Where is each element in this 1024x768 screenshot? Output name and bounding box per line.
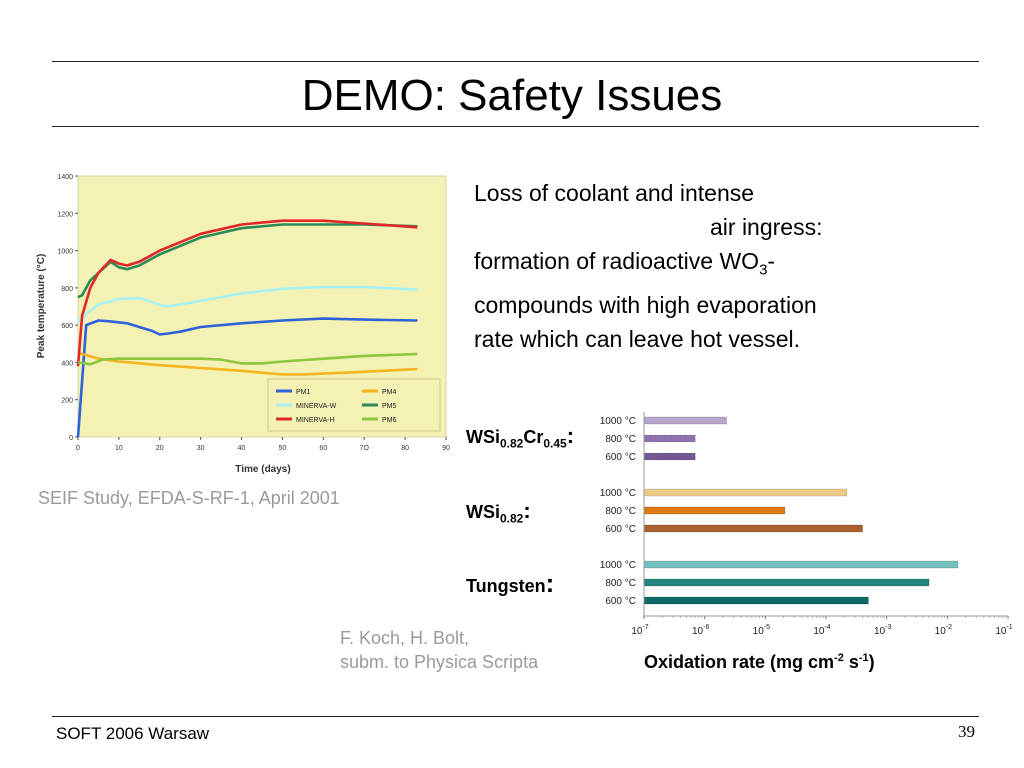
line-chart-xtick-label: 20: [156, 445, 164, 452]
line-chart-xtick-label: 50: [279, 445, 287, 452]
legend-label: PM5: [382, 403, 397, 410]
line-chart-xtick-label: 60: [319, 445, 327, 452]
bar-xlabel-sup1: -2: [834, 652, 844, 664]
bar-chart-xlabel: Oxidation rate (mg cm-2 s-1): [644, 652, 875, 673]
bar-category-label: 1000 °C: [600, 416, 636, 427]
description-text: Loss of coolant and intense air ingress:…: [474, 176, 914, 356]
line-chart-xtick-label: 30: [197, 445, 205, 452]
line-chart-xlabel: Time (days): [235, 464, 290, 475]
oxidation-bar: [643, 452, 696, 461]
bar-category-label: 800 °C: [605, 506, 636, 517]
series-line-pm5: [77, 223, 418, 299]
description-line-5: rate which can leave hot vessel.: [474, 325, 801, 352]
description-line-3: formation of radioactive WO3-: [474, 244, 914, 288]
line-chart-xtick-label: 80: [401, 445, 409, 452]
bar-xtick-label: 10-3: [874, 624, 891, 637]
bar-xlabel-mid: s: [843, 652, 859, 672]
bar-xtick-label: 10-2: [935, 624, 952, 637]
bar-xlabel-sup2: -1: [858, 652, 869, 664]
line-chart-ytick-label: 1400: [57, 174, 73, 181]
line-chart-xtick-label: 0: [76, 445, 80, 452]
material-tungsten-post: :: [545, 568, 555, 598]
legend-label: PM1: [296, 389, 311, 396]
footer-rule: [52, 716, 979, 717]
material-wsicr-post: :: [566, 423, 575, 448]
title-rule: [52, 126, 979, 127]
oxidation-bar: [643, 596, 869, 605]
bar-xtick-label: 10-6: [692, 624, 709, 637]
line-chart-xtick-label: 7O: [360, 445, 370, 452]
oxidation-bar: [643, 434, 696, 443]
line-chart-ytick-label: 400: [61, 360, 73, 367]
slide-title: DEMO: Safety Issues: [301, 71, 723, 120]
bar-xlabel-pre: Oxidation rate (mg cm: [644, 652, 835, 672]
series-line-pm6: [77, 352, 418, 366]
material-wsicr-sub1: 0.82: [500, 436, 524, 451]
line-chart-xtick-label: 10: [115, 445, 123, 452]
material-wsicr-pre: WSi: [466, 427, 500, 447]
oxidation-bar: [643, 560, 959, 569]
description-line-2: air ingress:: [710, 214, 823, 240]
material-label-wsi: WSi0.82:: [466, 498, 531, 526]
legend-label: PM4: [382, 389, 397, 396]
material-wsi-pre: WSi: [466, 502, 500, 522]
series-line-pm1: [76, 317, 418, 438]
bar-xtick-label: 10-1: [995, 624, 1012, 637]
bar-category-label: 1000 °C: [600, 488, 636, 499]
bar-category-label: 800 °C: [605, 434, 636, 445]
credit-text: F. Koch, H. Bolt, subm. to Physica Scrip…: [340, 626, 538, 674]
material-wsicr-sub2: 0.45: [543, 436, 567, 451]
legend-label: PM6: [382, 417, 397, 424]
oxidation-bar: [643, 578, 930, 587]
line-chart-ytick-label: 600: [61, 323, 73, 330]
bar-xtick-label: 10-7: [631, 624, 648, 637]
description-line-3-sub: 3: [759, 261, 768, 279]
bar-category-label: 800 °C: [605, 578, 636, 589]
line-chart-ytick-label: 200: [61, 398, 73, 405]
material-tungsten-pre: Tungsten: [466, 576, 546, 596]
material-wsi-post: :: [523, 498, 531, 523]
description-line-1: Loss of coolant and intense: [474, 180, 755, 206]
material-wsicr-mid: Cr: [523, 427, 544, 447]
description-line-4: compounds with high evaporation: [474, 291, 817, 318]
material-wsi-sub1: 0.82: [500, 511, 524, 526]
bar-category-label: 600 °C: [605, 524, 636, 535]
line-chart-ytick-label: 0: [69, 435, 73, 442]
source-caption: SEIF Study, EFDA-S-RF-1, April 2001: [38, 488, 340, 508]
oxidation-bar: [643, 524, 863, 533]
line-chart-ytick-label: 800: [61, 286, 73, 293]
bar-category-label: 1000 °C: [600, 560, 636, 571]
bar-xtick-label: 10-5: [753, 624, 770, 637]
temperature-line-chart: 0 200 400 600 800 1000 1200 1400 0 10 20 30 40 50 60 7O…: [36, 174, 450, 475]
bar-category-label: 600 °C: [605, 452, 636, 463]
line-chart-ytick-label: 1000: [57, 249, 73, 256]
oxidation-bar: [643, 506, 786, 515]
material-label-tungsten: Tungsten:: [466, 568, 554, 599]
bar-xtick-label: 10-4: [813, 624, 830, 637]
top-rule: [52, 61, 979, 62]
line-chart-xtick-label: 90: [442, 445, 450, 452]
legend-label: MINERVA-W: [296, 403, 337, 410]
credit-line-1: F. Koch, H. Bolt,: [340, 628, 470, 648]
description-line-3-pre: formation of radioactive WO: [474, 248, 760, 274]
series-line-pm4: [77, 351, 418, 376]
material-label-wsicr: WSi0.82Cr0.45:: [466, 423, 576, 454]
line-chart-ytick-label: 1200: [57, 211, 73, 218]
page-number: 39: [958, 722, 975, 741]
legend-label: MINERVA-H: [296, 417, 335, 424]
footer-conference: SOFT 2006 Warsaw: [56, 724, 210, 743]
bar-category-label: 600 °C: [605, 596, 636, 607]
description-line-3-post: -: [767, 248, 776, 274]
oxidation-bar: [643, 488, 848, 497]
oxidation-bar-chart: 1000 °C 800 °C 600 °C 1000 °C 800 °C 600 °C 10…: [600, 412, 1013, 637]
series-line-minerva-w: [77, 285, 418, 323]
line-chart-xtick-label: 40: [238, 445, 246, 452]
line-chart-ylabel: Peak temperature (°C): [36, 254, 47, 359]
bar-xlabel-post: ): [868, 652, 875, 672]
line-chart-legend: [267, 378, 441, 432]
oxidation-bar: [643, 416, 727, 425]
credit-line-2: subm. to Physica Scripta: [340, 652, 539, 672]
series-line-minerva-h: [76, 219, 418, 367]
